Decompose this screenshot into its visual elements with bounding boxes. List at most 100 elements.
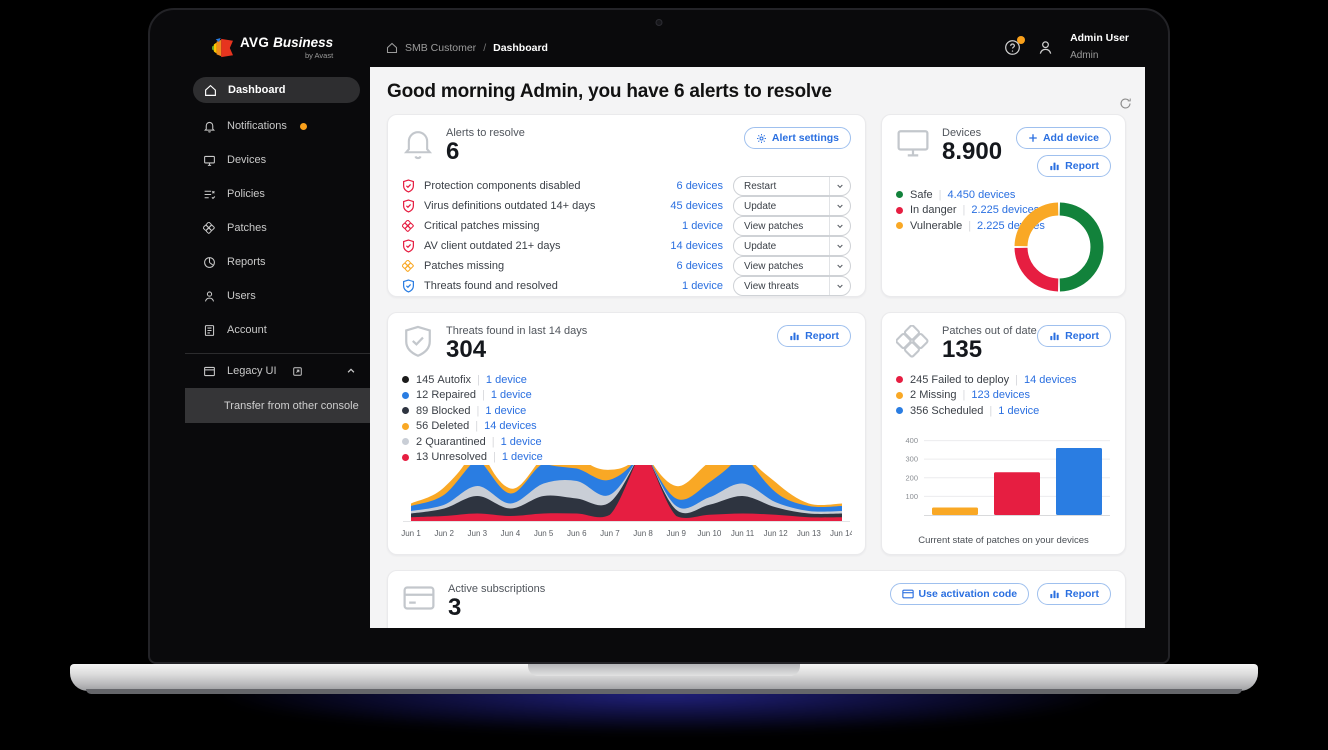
chevron-down-icon[interactable] [829, 217, 850, 236]
dropdown-label: Restart [744, 180, 777, 192]
legend-label: Scheduled [931, 404, 984, 417]
legend-devices-link[interactable]: 2.225 devices [971, 204, 1040, 217]
alert-action-dropdown[interactable]: Restart [733, 176, 851, 197]
alert-action-dropdown[interactable]: View patches [733, 216, 851, 237]
chevron-down-icon[interactable] [829, 197, 850, 216]
legend-devices-link[interactable]: 4.450 devices [947, 188, 1016, 201]
alert-devices-link[interactable]: 1 device [682, 220, 723, 233]
chevron-up-icon[interactable] [346, 366, 356, 376]
legend-devices-link[interactable]: 1 device [998, 404, 1040, 417]
button-label: Report [805, 330, 839, 342]
sidebar-item-notifications[interactable]: Notifications [185, 109, 370, 143]
button-label: Alert settings [771, 132, 839, 144]
chevron-down-icon[interactable] [829, 277, 850, 296]
breadcrumb-root[interactable]: SMB Customer [405, 41, 477, 54]
legend-devices-link[interactable]: 14 devices [1023, 373, 1077, 386]
card-title: Active subscriptions [448, 583, 546, 595]
alert-row: AV client outdated 21+ days 14 devices U… [402, 236, 851, 257]
alert-settings-button[interactable]: Alert settings [743, 127, 851, 149]
legend-label: Quarantined [425, 435, 486, 448]
sidebar-item-patches[interactable]: Patches [185, 211, 370, 245]
sidebar-item-label: Transfer from other console [224, 399, 359, 412]
patches-card: Patches out of date 135 Report [881, 312, 1126, 555]
shield-check-icon [403, 279, 414, 293]
chevron-down-icon[interactable] [829, 257, 850, 276]
legend-row: 13 Unresolved | 1 device [402, 450, 851, 466]
legend-count: 2 [910, 389, 917, 402]
help-button[interactable] [1004, 36, 1026, 56]
notifications-badge [299, 122, 307, 130]
breadcrumb-separator: / [483, 41, 487, 54]
bar-chart-icon [1050, 332, 1059, 341]
user-avatar-icon[interactable] [1037, 39, 1054, 56]
svg-text:Jun 7: Jun 7 [600, 529, 620, 538]
sidebar-item-users[interactable]: Users [185, 279, 370, 313]
threats-card: Threats found in last 14 days 304 Report [387, 312, 866, 555]
legend-devices-link[interactable]: 14 devices [484, 420, 537, 433]
legend-count: 2 [416, 435, 423, 448]
subscriptions-report-button[interactable]: Report [1037, 583, 1111, 605]
alert-devices-link[interactable]: 6 devices [676, 260, 723, 273]
alert-action-dropdown[interactable]: View threats [733, 276, 851, 297]
alert-devices-link[interactable]: 45 devices [670, 200, 723, 213]
refresh-button[interactable] [1119, 97, 1132, 110]
sidebar-divider [185, 353, 370, 354]
dropdown-label: Update [744, 240, 777, 252]
legend-devices-link[interactable]: 1 device [485, 404, 527, 417]
legend-row: 356 Scheduled | 1 device [896, 403, 1111, 419]
alert-devices-link[interactable]: 6 devices [676, 180, 723, 193]
legend-dot [402, 407, 409, 415]
legend-label: In danger [910, 204, 957, 217]
legend-devices-link[interactable]: 1 device [490, 389, 532, 402]
legacy-window-icon [204, 366, 215, 376]
chevron-down-icon[interactable] [829, 237, 850, 256]
legend-devices-link[interactable]: 1 device [500, 435, 542, 448]
sidebar-item-legacy-ui[interactable]: Legacy UI [185, 354, 370, 388]
legend-devices-link[interactable]: 1 device [485, 373, 527, 386]
main-content: Good morning Admin, you have 6 alerts to… [370, 67, 1145, 628]
sidebar-item-label: Notifications [227, 120, 287, 132]
legend-devices-link[interactable]: 123 devices [971, 389, 1031, 402]
legend-count: 56 [416, 420, 429, 433]
sidebar-item-label: Users [227, 290, 256, 302]
laptop-screen: AVG Business by Avast SMB Customer / Das… [185, 28, 1145, 628]
devices-report-button[interactable]: Report [1037, 155, 1111, 177]
sidebar-item-label: Policies [227, 188, 265, 200]
sidebar-item-transfer-console[interactable]: Transfer from other console [185, 388, 370, 423]
svg-text:Jun 13: Jun 13 [797, 529, 822, 538]
legend-label: Deleted [431, 420, 470, 433]
dropdown-label: Update [744, 200, 777, 212]
button-label: Report [1065, 160, 1099, 172]
chevron-down-icon[interactable] [829, 177, 850, 196]
avg-logo-icon [212, 37, 233, 57]
card-count: 3 [448, 594, 462, 621]
legend-row: In danger | 2.225 devices [896, 203, 1111, 219]
brand-logo-text: AVG Business by Avast [240, 36, 333, 59]
user-menu[interactable]: Admin User Admin [1070, 32, 1129, 64]
laptop-base-notch [528, 664, 800, 676]
legend-dot [896, 206, 903, 214]
sidebar-item-policies[interactable]: Policies [185, 177, 370, 211]
brand-logo[interactable]: AVG Business by Avast [185, 36, 370, 59]
alert-action-dropdown[interactable]: Update [733, 236, 851, 257]
legend-label: Safe [910, 188, 933, 201]
use-activation-code-button[interactable]: Use activation code [889, 583, 1030, 605]
sidebar-item-account[interactable]: Account [185, 313, 370, 347]
patches-report-button[interactable]: Report [1037, 325, 1111, 347]
add-device-button[interactable]: Add device [1015, 127, 1111, 149]
sidebar-item-devices[interactable]: Devices [185, 143, 370, 177]
sidebar-item-reports[interactable]: Reports [185, 245, 370, 279]
threats-report-button[interactable]: Report [777, 325, 851, 347]
alert-devices-link[interactable]: 14 devices [670, 240, 723, 253]
alert-action-dropdown[interactable]: View patches [733, 256, 851, 277]
webcam-dot [655, 19, 663, 26]
account-icon [204, 324, 215, 336]
alert-devices-link[interactable]: 1 device [682, 280, 723, 293]
alert-action-dropdown[interactable]: Update [733, 196, 851, 217]
legend-row: 2 Missing | 123 devices [896, 388, 1111, 404]
legend-devices-link[interactable]: 1 device [501, 451, 543, 464]
page-title: Good morning Admin, you have 6 alerts to… [387, 81, 832, 102]
sidebar-item-dashboard[interactable]: Dashboard [193, 77, 360, 103]
alert-label: AV client outdated 21+ days [424, 240, 561, 253]
legend-dot [402, 391, 409, 399]
